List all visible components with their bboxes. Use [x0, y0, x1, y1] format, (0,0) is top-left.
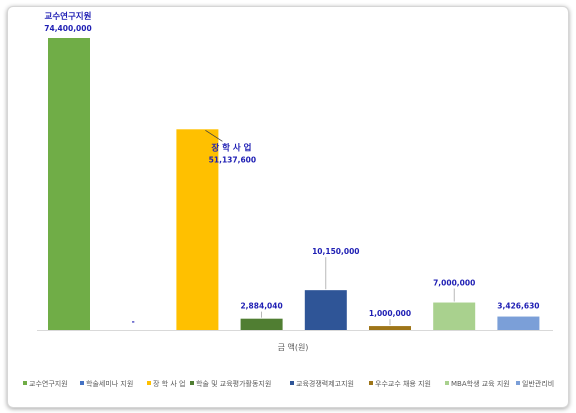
legend-swatch: [190, 381, 194, 385]
legend-entry: 일반관리비: [522, 379, 554, 388]
legend-entry: 학술 및 교육평가활동지원: [196, 379, 271, 388]
callout-value-label: 74,400,000: [44, 24, 91, 33]
bar: [304, 290, 347, 330]
legend-entry: 우수교수 채용 지원: [375, 379, 431, 388]
legend-entry: 교수연구지원: [29, 379, 68, 388]
bar: [369, 326, 411, 330]
legend-swatch: [369, 381, 373, 385]
legend-swatch: [23, 381, 27, 385]
data-label: 1,000,000: [369, 309, 411, 318]
bar: [497, 316, 540, 330]
legend-entry: 학술세미나 지원: [86, 379, 133, 388]
leader-line: [205, 129, 223, 142]
legend-swatch: [445, 381, 449, 385]
callout-value-label: 51,137,600: [209, 155, 256, 164]
data-label: -: [132, 317, 135, 326]
legend-entry: 교육경쟁력제고지원: [296, 379, 354, 388]
bar: [240, 318, 283, 330]
chart-card: [7, 6, 569, 408]
legend-entry: MBA학생 교육 지원: [451, 379, 510, 388]
callout-category-label: 교수연구지원: [45, 11, 92, 22]
callout-category-label: 장 학 사 업: [211, 142, 251, 153]
legend-entry: 장 학 사 업: [153, 379, 185, 388]
data-label: 2,884,040: [240, 302, 282, 311]
data-label: 3,426,630: [497, 302, 539, 311]
legend-swatch: [290, 381, 294, 385]
bar: [48, 38, 90, 330]
legend-swatch: [147, 381, 151, 385]
bar: [176, 129, 219, 330]
legend-swatch: [80, 381, 84, 385]
legend-swatch: [516, 381, 520, 385]
bar: [433, 302, 476, 330]
data-label: 10,150,000: [312, 247, 359, 256]
x-axis-title: 금 액(원): [278, 342, 309, 352]
data-label: 7,000,000: [433, 279, 475, 288]
